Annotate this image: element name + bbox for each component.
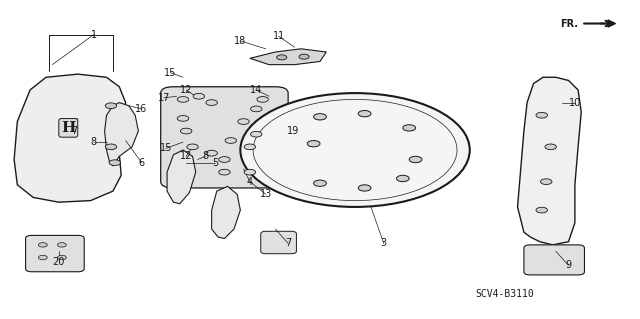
Circle shape bbox=[180, 128, 192, 134]
Text: 8: 8 bbox=[202, 151, 209, 161]
Text: FR.: FR. bbox=[560, 19, 578, 28]
Circle shape bbox=[314, 180, 326, 186]
Text: 18: 18 bbox=[234, 36, 246, 46]
Text: 15: 15 bbox=[164, 68, 177, 78]
Text: 4: 4 bbox=[247, 177, 253, 187]
Text: H: H bbox=[61, 121, 76, 135]
Text: 10: 10 bbox=[569, 98, 581, 108]
Circle shape bbox=[358, 185, 371, 191]
Circle shape bbox=[545, 144, 556, 150]
Circle shape bbox=[403, 125, 415, 131]
PathPatch shape bbox=[14, 74, 125, 202]
Circle shape bbox=[244, 144, 255, 150]
Text: 1: 1 bbox=[91, 30, 97, 40]
Text: 19: 19 bbox=[287, 126, 300, 136]
Circle shape bbox=[177, 97, 189, 102]
Text: 20: 20 bbox=[52, 257, 65, 267]
Circle shape bbox=[105, 144, 116, 150]
Text: 3: 3 bbox=[381, 238, 387, 248]
FancyBboxPatch shape bbox=[524, 245, 584, 275]
PathPatch shape bbox=[167, 150, 196, 204]
Text: 14: 14 bbox=[250, 85, 262, 95]
Text: 11: 11 bbox=[273, 31, 285, 41]
Text: 12: 12 bbox=[180, 85, 193, 95]
Circle shape bbox=[238, 119, 249, 124]
Circle shape bbox=[250, 106, 262, 112]
Circle shape bbox=[536, 207, 547, 213]
Text: 9: 9 bbox=[566, 260, 572, 271]
FancyBboxPatch shape bbox=[161, 87, 288, 188]
Circle shape bbox=[396, 175, 409, 182]
Text: SCV4-B3110: SCV4-B3110 bbox=[476, 289, 534, 299]
Circle shape bbox=[307, 141, 320, 147]
FancyBboxPatch shape bbox=[26, 235, 84, 272]
Circle shape bbox=[225, 138, 237, 143]
PathPatch shape bbox=[212, 186, 241, 239]
Circle shape bbox=[250, 131, 262, 137]
Circle shape bbox=[276, 55, 287, 60]
Circle shape bbox=[187, 144, 198, 150]
Circle shape bbox=[177, 115, 189, 121]
Text: 6: 6 bbox=[138, 158, 145, 168]
Text: 7: 7 bbox=[285, 238, 291, 248]
Circle shape bbox=[540, 179, 552, 184]
Circle shape bbox=[58, 243, 67, 247]
FancyBboxPatch shape bbox=[260, 231, 296, 254]
Text: 16: 16 bbox=[136, 104, 148, 114]
Circle shape bbox=[38, 255, 47, 260]
Text: 15: 15 bbox=[159, 144, 172, 153]
Circle shape bbox=[314, 114, 326, 120]
Circle shape bbox=[105, 103, 116, 108]
Circle shape bbox=[38, 243, 47, 247]
Circle shape bbox=[219, 157, 230, 162]
FancyBboxPatch shape bbox=[298, 117, 384, 186]
Circle shape bbox=[109, 160, 120, 166]
Circle shape bbox=[257, 97, 268, 102]
Text: 7: 7 bbox=[72, 126, 78, 136]
Circle shape bbox=[536, 112, 547, 118]
Circle shape bbox=[241, 93, 470, 207]
Circle shape bbox=[244, 169, 255, 175]
PathPatch shape bbox=[104, 103, 138, 166]
Text: 13: 13 bbox=[260, 189, 272, 199]
Circle shape bbox=[358, 110, 371, 117]
Circle shape bbox=[193, 93, 205, 99]
Circle shape bbox=[206, 150, 218, 156]
Text: 12: 12 bbox=[180, 151, 193, 161]
Text: 8: 8 bbox=[91, 137, 97, 147]
Text: 17: 17 bbox=[157, 93, 170, 103]
Circle shape bbox=[299, 54, 309, 59]
PathPatch shape bbox=[518, 77, 581, 245]
Circle shape bbox=[219, 169, 230, 175]
Circle shape bbox=[206, 100, 218, 105]
PathPatch shape bbox=[250, 49, 326, 65]
Circle shape bbox=[409, 156, 422, 163]
Text: 5: 5 bbox=[212, 158, 218, 168]
Circle shape bbox=[58, 255, 67, 260]
